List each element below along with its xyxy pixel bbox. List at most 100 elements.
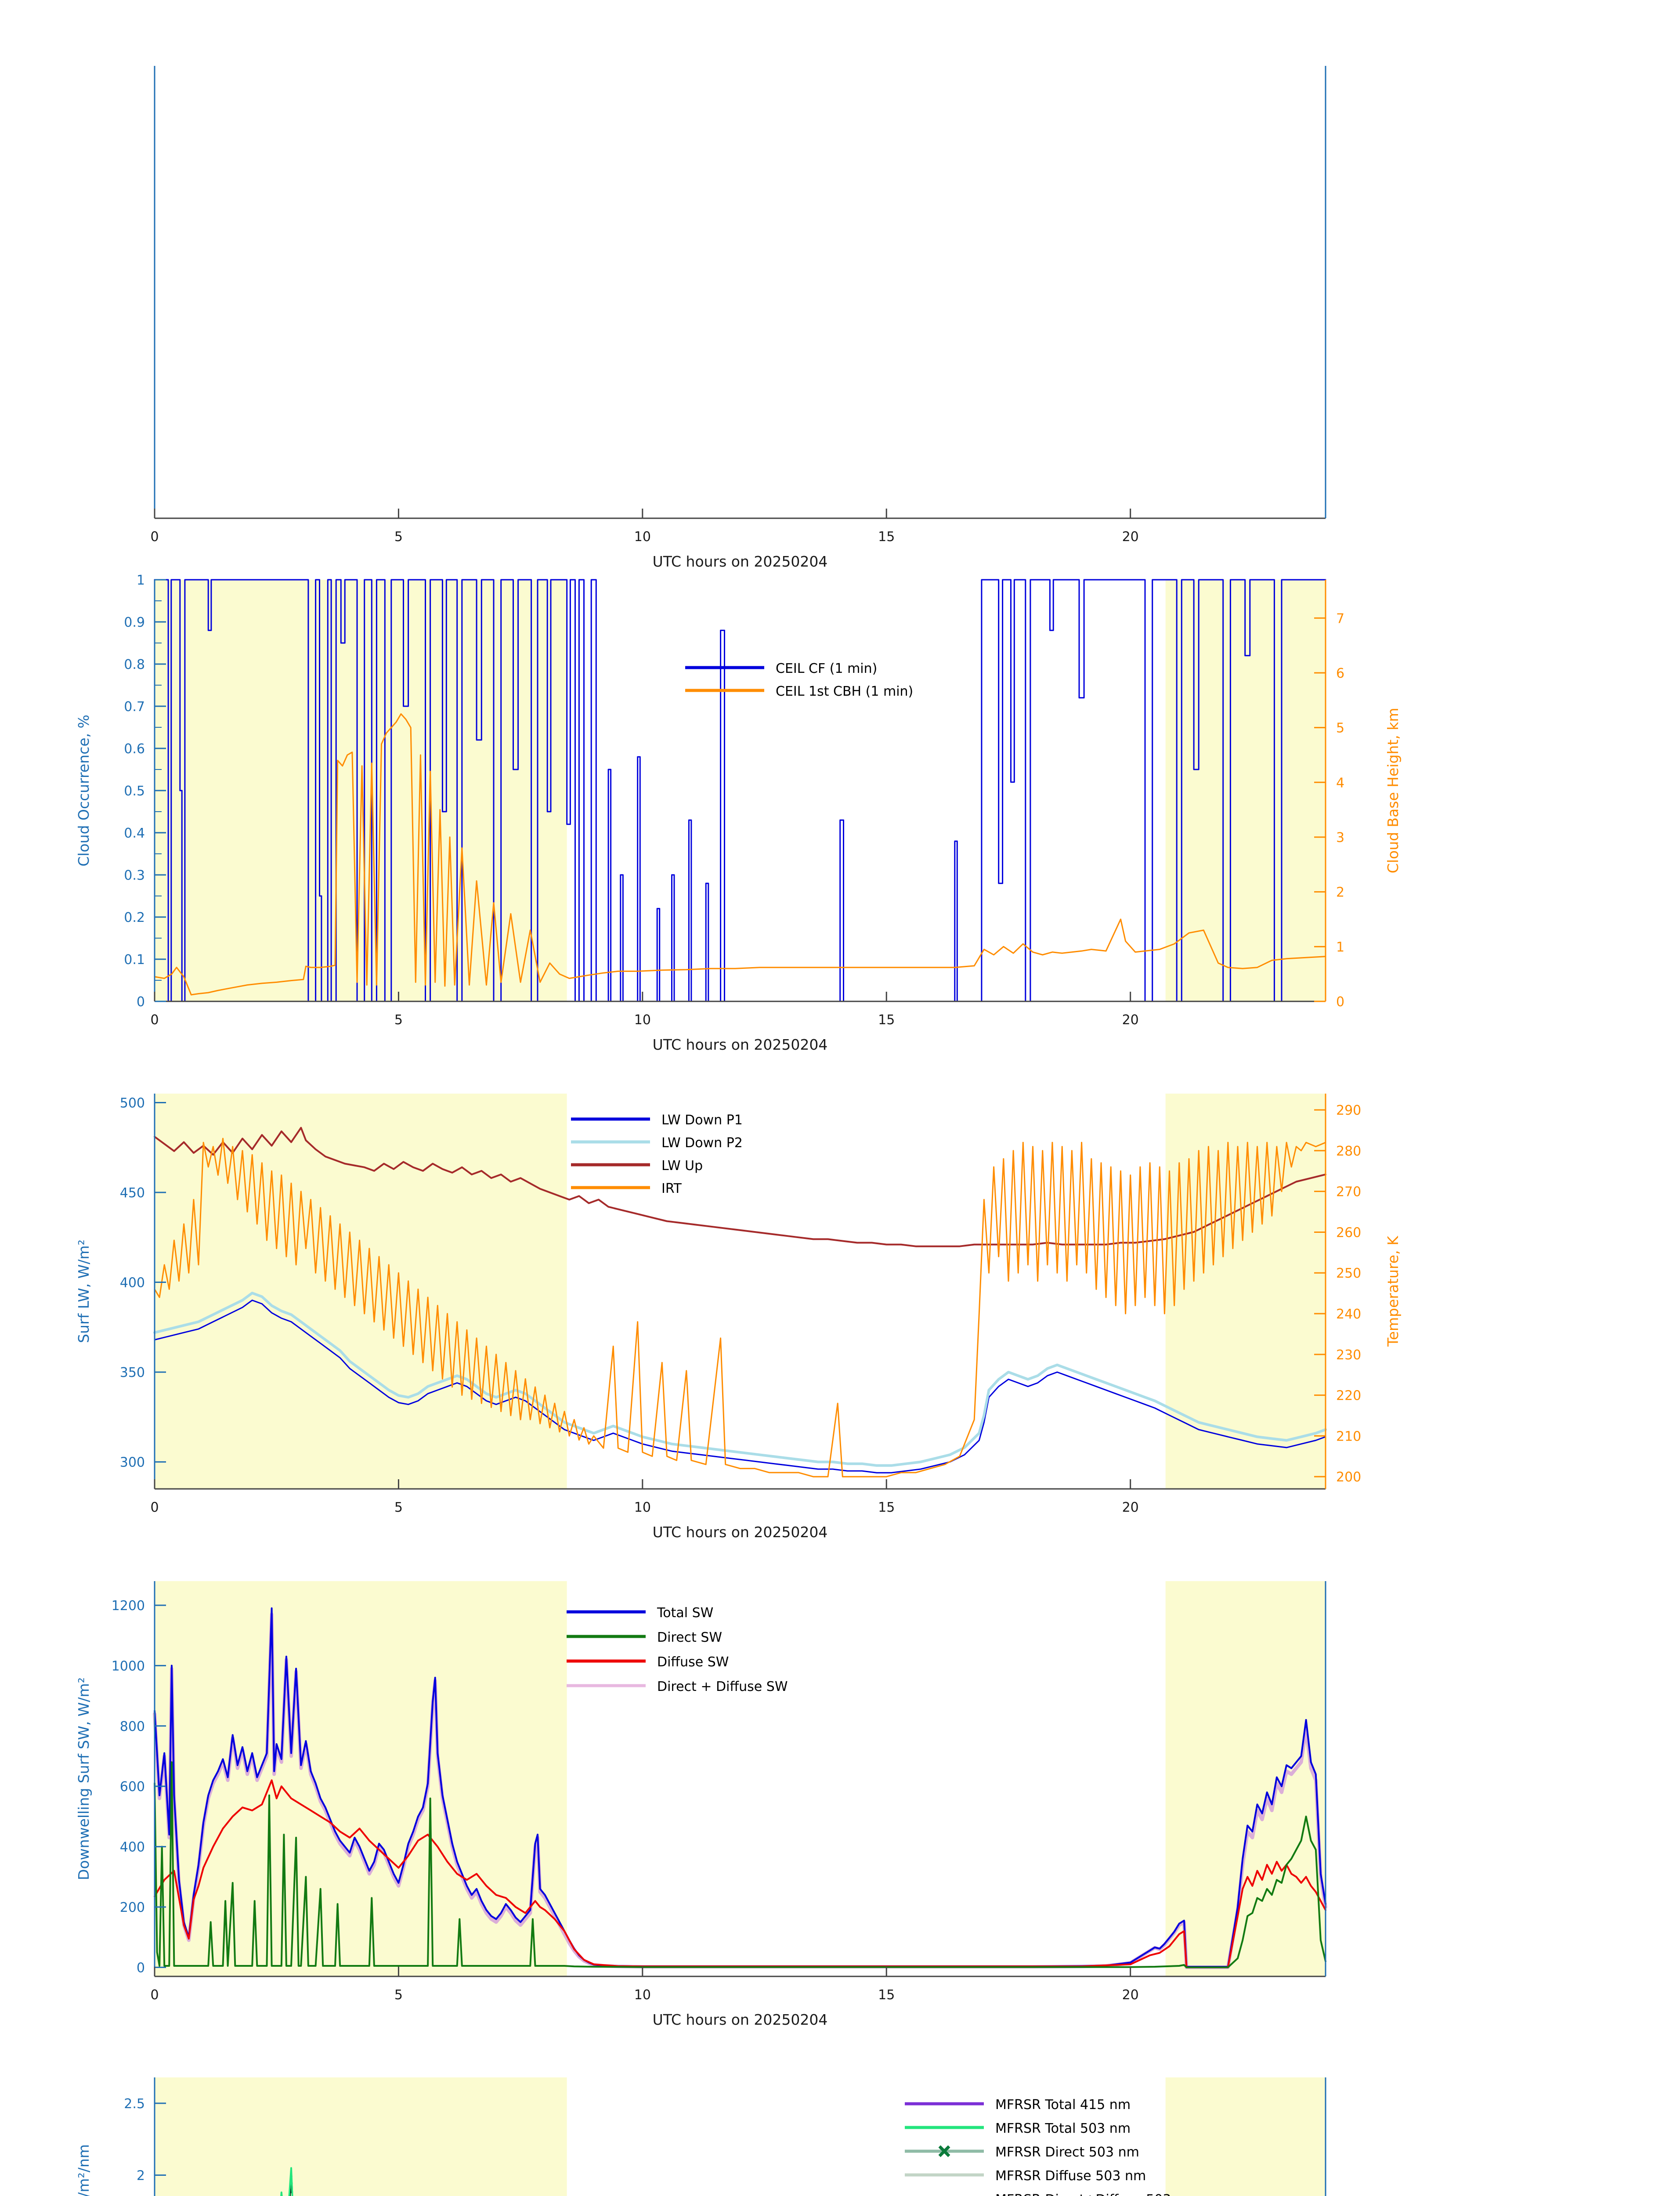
x-tick-label: 5	[394, 529, 403, 545]
y-tick-right-label: 270	[1336, 1185, 1361, 1200]
series-line	[154, 1779, 1326, 1968]
x-tick-label: 15	[878, 1987, 895, 2003]
y-tick-label: 0.2	[124, 910, 145, 925]
x-tick-label: 5	[394, 1987, 403, 2003]
y-axis-title-right: Temperature, K	[1384, 1235, 1402, 1347]
y-tick-right-label: 230	[1336, 1347, 1361, 1363]
x-tick-label: 5	[394, 1500, 403, 1515]
y-tick-right-label: 1	[1336, 939, 1344, 955]
x-tick-label: 15	[878, 1012, 895, 1028]
series-line	[153, 1292, 1327, 1467]
x-tick-label: 20	[1122, 529, 1139, 545]
y-tick-label: 200	[120, 1900, 145, 1915]
y-tick-right-label: 200	[1336, 1470, 1361, 1485]
y-tick-right-label: 2	[1336, 885, 1344, 900]
series-line	[153, 1612, 1327, 1969]
y-tick-label: 800	[120, 1719, 145, 1734]
y-tick-label: 500	[120, 1095, 145, 1111]
legend-label: CEIL CF (1 min)	[776, 661, 877, 676]
x-tick-label: 0	[150, 529, 159, 545]
y-tick-label: 600	[120, 1779, 145, 1795]
legend-label: Total SW	[657, 1605, 713, 1621]
x-axis-title: UTC hours on 20250204	[653, 553, 828, 570]
daylight-band	[155, 1094, 567, 1489]
legend-label: LW Up	[661, 1158, 703, 1174]
y-tick-right-label: 240	[1336, 1307, 1361, 1322]
daylight-band	[155, 1581, 567, 1976]
y-tick-label: 400	[120, 1840, 145, 1855]
series-line	[154, 713, 1326, 996]
panel1-chart: 0 5 10 15 20 UTC hours on 20250204	[150, 66, 1326, 570]
series-line	[154, 1138, 1326, 1477]
x-tick-label: 15	[878, 529, 895, 545]
legend-label: CEIL 1st CBH (1 min)	[776, 684, 913, 699]
daylight-band	[155, 2077, 567, 2196]
daylight-band	[155, 580, 567, 1001]
y-tick-label: 350	[120, 1365, 145, 1380]
y-tick-right-label: 280	[1336, 1144, 1361, 1159]
x-tick-label: 10	[634, 529, 651, 545]
y-axis-title: Cloud Occurrence, %	[75, 715, 92, 867]
legend-label: MFRSR Diffuse 503 nm	[995, 2168, 1146, 2184]
daylight-band	[1165, 1581, 1326, 1976]
y-tick-label: 2.5	[124, 2096, 145, 2112]
y-tick-right-label: 0	[1336, 994, 1344, 1010]
panel3-chart: 3003504004505002002102202302402502602702…	[75, 1094, 1402, 1541]
series-line	[154, 1607, 1326, 1968]
x-tick-label: 20	[1122, 1500, 1139, 1515]
x-tick-label: 20	[1122, 1987, 1139, 2003]
y-tick-right-label: 220	[1336, 1388, 1361, 1404]
y-tick-right-label: 4	[1336, 775, 1344, 791]
y-axis-title-right: Cloud Base Height, km	[1384, 708, 1402, 874]
x-tick-label: 10	[634, 1012, 651, 1028]
legend-label: MFRSR Direct+Diffuse 503 nm	[995, 2192, 1196, 2196]
y-tick-right-label: 210	[1336, 1429, 1361, 1444]
x-axis-title: UTC hours on 20250204	[653, 1036, 828, 1053]
x-axis-title: UTC hours on 20250204	[653, 2011, 828, 2028]
series-line	[154, 1127, 1326, 1247]
legend-label: Direct + Diffuse SW	[657, 1679, 788, 1694]
legend-label: MFRSR Total 415 nm	[995, 2097, 1131, 2113]
panel5-chart: 00.511.522.505101520UTC hours on 2025020…	[75, 2077, 1326, 2196]
daylight-band	[1165, 1094, 1326, 1489]
y-tick-label: 2	[137, 2168, 145, 2184]
y-tick-right-label: 6	[1336, 666, 1344, 681]
legend-label: MFRSR Direct 503 nm	[995, 2145, 1139, 2160]
y-tick-label: 1200	[112, 1598, 145, 1614]
legend-label: Diffuse SW	[657, 1654, 729, 1670]
y-tick-right-label: 7	[1336, 611, 1344, 626]
y-tick-label: 1000	[112, 1658, 145, 1674]
y-tick-right-label: 3	[1336, 830, 1344, 845]
y-tick-label: 0.1	[124, 952, 145, 968]
y-tick-label: 0.4	[124, 826, 145, 841]
legend-label: LW Down P2	[661, 1135, 743, 1151]
x-tick-label: 10	[634, 1987, 651, 2003]
y-tick-right-label: 250	[1336, 1266, 1361, 1281]
x-tick-label: 5	[394, 1012, 403, 1028]
x-tick-label: 0	[150, 1500, 159, 1515]
legend-label: MFRSR Total 503 nm	[995, 2121, 1131, 2136]
y-tick-right-label: 5	[1336, 721, 1344, 736]
x-tick-label: 20	[1122, 1012, 1139, 1028]
x-axis-title: UTC hours on 20250204	[653, 1524, 828, 1541]
legend-marker	[938, 2145, 950, 2157]
y-axis-title: Downwelling Surf SW, W/m²	[75, 1677, 92, 1880]
y-tick-label: 0	[137, 1960, 145, 1976]
legend-label: LW Down P1	[661, 1112, 743, 1128]
legend-label: IRT	[661, 1181, 682, 1196]
y-tick-label: 1	[137, 573, 145, 588]
series-line	[154, 1300, 1326, 1474]
y-tick-right-label: 290	[1336, 1103, 1361, 1118]
y-tick-label: 0.7	[124, 699, 145, 715]
x-tick-label: 15	[878, 1500, 895, 1515]
legend-label: Direct SW	[657, 1630, 722, 1645]
y-tick-label: 0.3	[124, 868, 145, 883]
y-tick-right-label: 260	[1336, 1225, 1361, 1240]
y-axis-title: Downwelling Narrowband, W/m²/nm	[75, 2144, 92, 2196]
x-tick-label: 10	[634, 1500, 651, 1515]
daylight-band	[1165, 2077, 1326, 2196]
y-tick-label: 0	[137, 994, 145, 1010]
y-axis-title: Surf LW, W/m²	[75, 1239, 92, 1343]
